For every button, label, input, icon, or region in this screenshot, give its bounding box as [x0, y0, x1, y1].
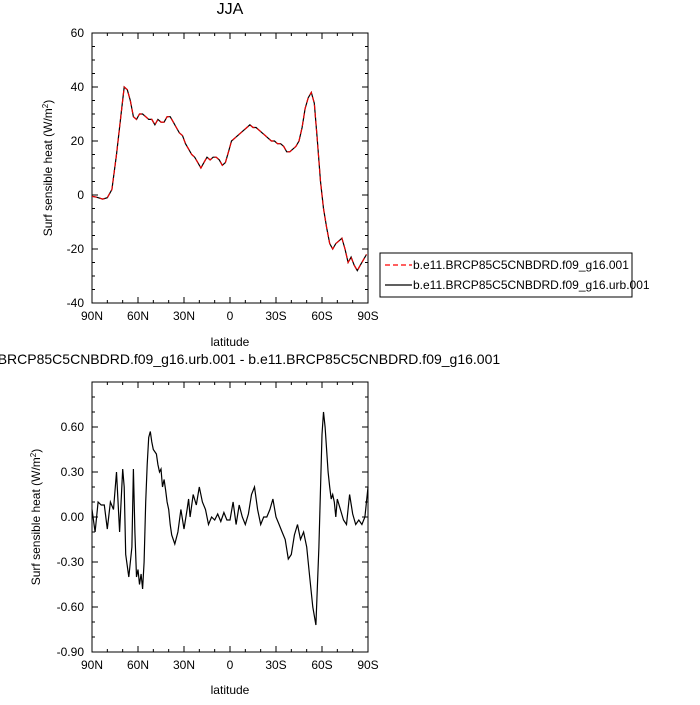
- chart-panel-1: JJA 90N 60N 30N 0 30S 60S 90S -40 -20 0 20 40 60 latit…: [41, 1, 650, 349]
- chart-panel-2: b.e11.BRCP85C5CNBDRD.f09_g16.urb.001 - b…: [0, 351, 500, 697]
- x-tick-label: 60S: [311, 658, 332, 672]
- x-tick-label: 30S: [265, 658, 286, 672]
- x-tick-label: 30N: [173, 309, 195, 323]
- y-tick-label: 0.30: [61, 465, 85, 479]
- y-tick-label: -40: [67, 296, 85, 310]
- series-line-1: [91, 85, 368, 272]
- y-axis-label: Surf sensible heat (W/m2): [41, 100, 56, 237]
- y-tick-label: 0: [77, 188, 84, 202]
- x-tick-label: 60S: [311, 309, 332, 323]
- x-tick-label: 30N: [173, 658, 195, 672]
- y-tick-label: -0.60: [57, 600, 85, 614]
- chart-title: b.e11.BRCP85C5CNBDRD.f09_g16.urb.001 - b…: [0, 351, 500, 367]
- y-tick-label: 0.60: [61, 420, 85, 434]
- x-tick-label: 0: [227, 309, 234, 323]
- y-tick-label: 0.00: [61, 510, 85, 524]
- y-axis-label-superscript: 2: [41, 103, 50, 108]
- legend-label: b.e11.BRCP85C5CNBDRD.f09_g16.001: [413, 258, 629, 272]
- chart-title: JJA: [217, 1, 244, 18]
- y-tick-label: 20: [71, 134, 85, 148]
- x-axis-label: latitude: [211, 683, 250, 697]
- legend-label: b.e11.BRCP85C5CNBDRD.f09_g16.urb.001: [413, 278, 650, 292]
- legend-box: [379, 252, 633, 298]
- x-tick-label: 90N: [81, 658, 103, 672]
- y-axis-label-tail: ): [29, 449, 43, 453]
- x-axis-label: latitude: [211, 335, 250, 349]
- x-tick-label: 90S: [357, 658, 378, 672]
- y-tick-label: -20: [67, 242, 85, 256]
- y-tick-label: 60: [71, 26, 85, 40]
- plot-frame: [91, 32, 369, 304]
- x-tick-label: 90N: [81, 309, 103, 323]
- x-tick-label: 30S: [265, 309, 286, 323]
- x-tick-label: 90S: [357, 309, 378, 323]
- x-tick-label: 60N: [127, 658, 149, 672]
- y-axis-label-main: Surf sensible heat (W/m: [41, 108, 55, 236]
- series-line-2: [91, 85, 368, 272]
- series-line-1: [91, 411, 369, 626]
- legend: b.e11.BRCP85C5CNBDRD.f09_g16.001 b.e11.BR…: [379, 252, 650, 298]
- x-tick-label: 0: [227, 658, 234, 672]
- y-tick-label: -0.90: [57, 645, 85, 659]
- y-tick-label: -0.30: [57, 555, 85, 569]
- x-tick-label: 60N: [127, 309, 149, 323]
- y-axis-label-tail: ): [41, 100, 55, 104]
- y-tick-label: 40: [71, 80, 85, 94]
- y-axis-label: Surf sensible heat (W/m2): [29, 449, 44, 586]
- y-axis-label-superscript: 2: [29, 452, 38, 457]
- y-axis-label-main: Surf sensible heat (W/m: [29, 457, 43, 585]
